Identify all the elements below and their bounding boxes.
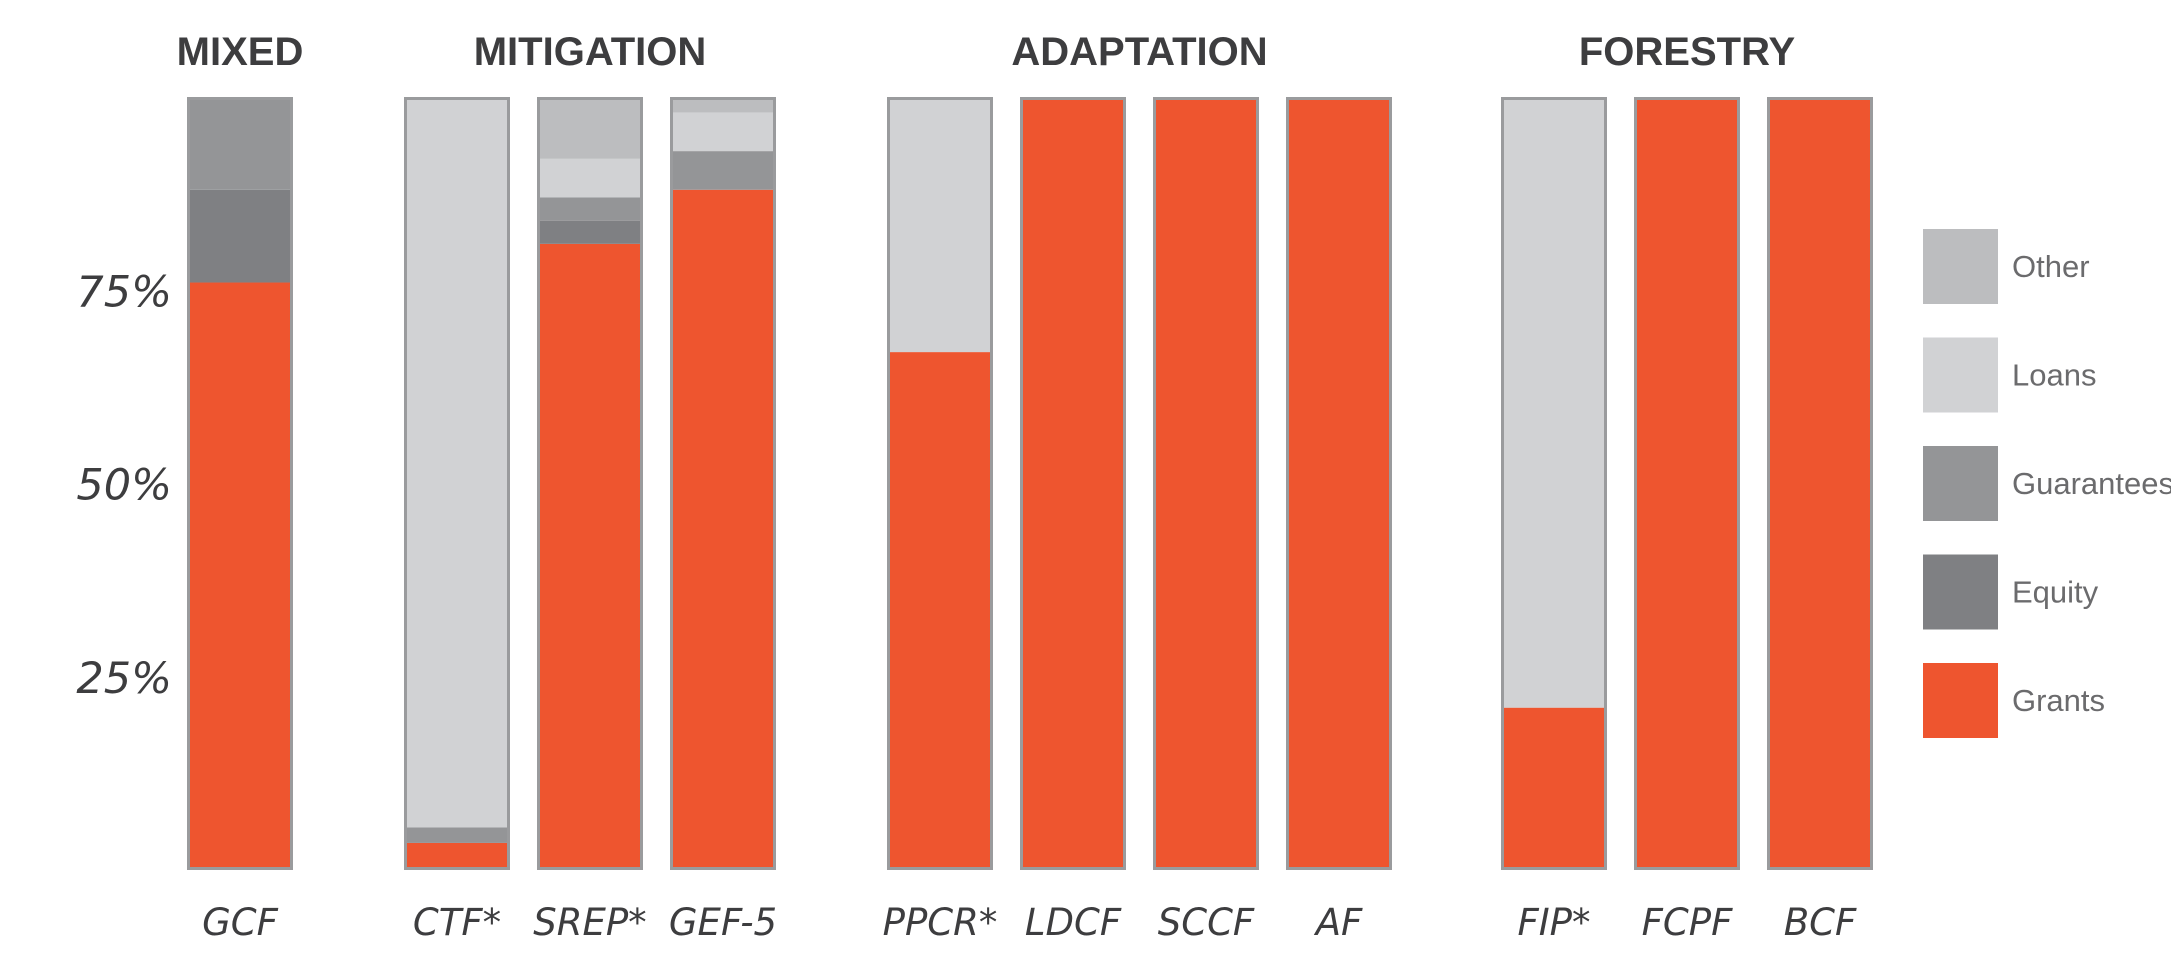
bar-segment-grants (670, 189, 776, 870)
x-tick-label: BCF (1784, 901, 1857, 944)
bar-segment-grants (1634, 97, 1740, 870)
bar-segment-guarantees (404, 827, 510, 843)
bar-outline (1020, 97, 1126, 870)
bar-segment-grants (1020, 97, 1126, 870)
y-tick-label: 75% (76, 267, 172, 317)
bar-outline (1286, 97, 1392, 870)
bar-segment-loans (404, 97, 510, 828)
y-axis-ticks: 25% 50% 75% (76, 267, 172, 704)
bar-sccf (1153, 97, 1259, 870)
bar-segment-grants (887, 352, 993, 871)
x-tick-label: AF (1314, 901, 1363, 944)
legend-swatch (1923, 663, 1998, 738)
bar-segment-loans (1501, 97, 1607, 708)
bars (187, 97, 1873, 871)
x-tick-label: CTF* (413, 901, 501, 944)
bar-outline (887, 97, 993, 870)
bar-outline (1501, 97, 1607, 870)
bar-outline (404, 97, 510, 870)
x-tick-label: SCCF (1158, 901, 1255, 944)
legend-item-other: Other (1923, 229, 2090, 304)
group-titles: MIXED MITIGATION ADAPTATION FORESTRY (177, 30, 1796, 74)
bar-outline (187, 97, 293, 870)
bar-segment-other (670, 97, 776, 113)
bar-fcpf (1634, 97, 1740, 870)
x-tick-label: GEF-5 (669, 901, 777, 944)
group-title-adaptation: ADAPTATION (1011, 30, 1267, 74)
bar-segment-grants (1153, 97, 1259, 870)
group-title-forestry: FORESTRY (1579, 30, 1796, 74)
bar-segment-grants (537, 243, 643, 870)
legend-label: Other (2012, 249, 2090, 284)
bar-outline (670, 97, 776, 870)
group-title-mixed: MIXED (177, 30, 304, 74)
bar-segment-loans (887, 97, 993, 353)
legend-swatch (1923, 554, 1998, 630)
bar-outline (1767, 97, 1873, 870)
bar-ctf (404, 97, 510, 870)
legend-item-equity: Equity (1923, 554, 2099, 630)
bar-ppcr (887, 97, 993, 871)
bar-segment-grants (404, 842, 510, 870)
bar-ldcf (1020, 97, 1126, 870)
legend-item-loans: Loans (1923, 337, 2096, 413)
bar-gef-5 (670, 97, 776, 870)
bar-fip (1501, 97, 1607, 870)
bar-af (1286, 97, 1392, 870)
bar-gcf (187, 97, 293, 870)
bar-segment-equity (537, 220, 643, 244)
bar-segment-loans (670, 112, 776, 152)
x-tick-label: LDCF (1025, 901, 1122, 944)
bar-segment-equity (187, 189, 293, 283)
bar-segment-other (537, 97, 643, 159)
bar-segment-guarantees (670, 151, 776, 190)
legend-label: Loans (2012, 358, 2096, 393)
legend-label: Guarantees (2012, 466, 2171, 501)
bar-segment-grants (1286, 97, 1392, 870)
legend-label: Equity (2012, 575, 2099, 610)
bar-segment-loans (537, 158, 643, 198)
x-axis-ticks: GCF CTF* SREP* GEF-5 PPCR* LDCF SCCF AF FIP* FCPF… (202, 901, 1857, 944)
y-tick-label: 25% (76, 654, 172, 704)
bar-srep (537, 97, 643, 870)
x-tick-label: PPCR* (883, 901, 998, 944)
bar-outline (1153, 97, 1259, 870)
x-tick-label: FIP* (1517, 901, 1590, 944)
legend-item-guarantees: Guarantees (1923, 446, 2171, 521)
legend-label: Grants (2012, 683, 2105, 718)
bar-segment-guarantees (537, 197, 643, 221)
legend: Other Loans Guarantees Equity Grants (1923, 229, 2171, 738)
bar-segment-grants (187, 282, 293, 870)
bar-outline (1634, 97, 1740, 870)
legend-swatch (1923, 446, 1998, 521)
bar-segment-grants (1767, 97, 1873, 870)
legend-swatch (1923, 337, 1998, 413)
legend-item-grants: Grants (1923, 663, 2105, 738)
bar-segment-guarantees (187, 97, 293, 190)
x-tick-label: FCPF (1642, 901, 1733, 944)
bar-outline (537, 97, 643, 870)
bar-segment-grants (1501, 707, 1607, 870)
x-tick-label: SREP* (533, 901, 646, 944)
x-tick-label: GCF (202, 901, 279, 944)
y-tick-label: 50% (76, 461, 172, 511)
group-title-mitigation: MITIGATION (474, 30, 707, 74)
bar-bcf (1767, 97, 1873, 870)
legend-swatch (1923, 229, 1998, 304)
